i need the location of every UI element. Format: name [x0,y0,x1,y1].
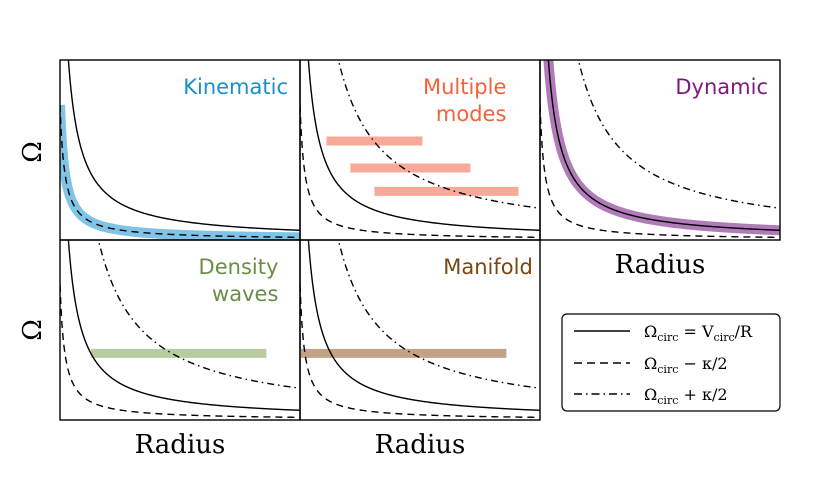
panel-frame-dynamic [539,59,781,241]
curve-dashed-manifold [300,284,540,419]
curve-solid-dynamic [547,60,780,231]
legend: Ωcirc = Vcirc/R Ωcirc − κ/2 Ωcirc + κ/2 [561,313,781,412]
highlight-band-kinematic [60,104,300,240]
curve-solid-manifold [307,240,540,411]
panel-manifold: Manifold [299,239,541,421]
x-axis-label-dynamic: Radius [615,250,706,280]
panel-title-line: Dynamic [675,75,768,99]
curve-solid-multiple-modes [307,60,540,231]
panel-title-line: Multiple [423,75,506,99]
curve-dashed-multiple-modes [300,104,540,239]
panel-plot-area [60,240,300,419]
panel-plot-area [300,240,540,419]
panel-plot-area [60,60,300,240]
highlight-band-dynamic [543,60,780,236]
legend-frame [561,313,781,412]
panel-title-line: waves [212,282,278,306]
panel-title-manifold: Manifold [443,255,533,279]
curve-solid-density-waves [67,240,300,411]
panel-title-line: modes [436,102,507,126]
panel-title-line: Kinematic [183,75,288,99]
curve-dashed-density-waves [60,284,300,419]
panel-title-line: Manifold [443,255,533,279]
panel-plot-area [300,60,540,239]
y-axis-label-bottom: Ω [18,319,48,341]
x-axis-label-density: Radius [135,430,226,460]
panel-title-line: Density [199,255,279,279]
curve-solid-kinematic [67,60,300,231]
panel-title-multiple-modes: Multiple modes [423,75,506,126]
curve-dashdot-density-waves [97,240,300,389]
panel-frame-manifold [299,239,541,421]
legend-entry-solid: Ωcirc = Vcirc/R [644,322,753,344]
panels-group: Kinematic Multiple modes Dynamic Density wave… [59,59,781,421]
panel-density-waves: Density waves [59,239,301,421]
panel-kinematic: Kinematic [59,59,301,241]
y-axis-label-top: Ω [18,141,48,163]
panel-title-dynamic: Dynamic [675,75,768,99]
panel-title-density-waves: Density waves [199,255,279,306]
panel-plot-area [540,60,780,239]
legend-entry-dashdot: Ωcirc + κ/2 [644,385,728,407]
panel-title-kinematic: Kinematic [183,75,288,99]
curve-dashed-dynamic [540,104,780,239]
panel-multiple-modes: Multiple modes [299,59,541,241]
curve-dashed-kinematic [60,104,300,239]
x-axis-label-manifold: Radius [375,430,466,460]
panel-dynamic: Dynamic [539,59,781,241]
legend-entry-dashed: Ωcirc − κ/2 [644,354,728,376]
